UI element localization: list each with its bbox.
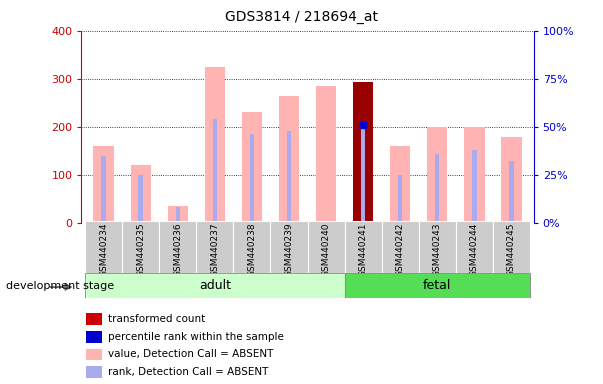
Bar [501,137,522,223]
Bar [308,221,344,273]
Text: GSM440238: GSM440238 [247,222,256,277]
Text: GSM440242: GSM440242 [396,222,405,277]
Text: GSM440245: GSM440245 [507,222,516,277]
Bar [233,221,271,273]
Bar [353,82,373,223]
Bar [86,366,102,378]
Bar [86,331,102,343]
Bar [159,221,197,273]
Bar [86,313,102,325]
Text: GSM440236: GSM440236 [173,222,182,277]
Bar [197,221,233,273]
Text: GSM440240: GSM440240 [321,222,330,277]
Text: rank, Detection Call = ABSENT: rank, Detection Call = ABSENT [108,367,268,377]
Text: transformed count: transformed count [108,314,205,324]
Bar [390,146,411,223]
Text: development stage: development stage [6,281,114,291]
Bar [139,175,143,223]
Bar [509,161,514,223]
Bar [418,221,456,273]
Text: percentile rank within the sample: percentile rank within the sample [108,332,284,342]
Text: GSM440235: GSM440235 [136,222,145,277]
Bar [344,273,530,298]
Bar [204,67,225,223]
Text: GSM440241: GSM440241 [359,222,368,277]
Bar [168,206,188,223]
Bar [101,156,106,223]
Bar [316,86,336,223]
Text: GSM440243: GSM440243 [433,222,442,277]
Text: GSM440239: GSM440239 [285,222,294,277]
Bar [382,221,418,273]
Text: fetal: fetal [423,279,452,291]
Bar [456,221,493,273]
Text: GSM440234: GSM440234 [99,222,108,277]
Text: GDS3814 / 218694_at: GDS3814 / 218694_at [225,10,378,23]
Bar [85,273,344,298]
Bar [86,349,102,360]
Bar [344,221,382,273]
Bar [93,146,114,223]
Bar [427,127,447,223]
Bar [130,165,151,223]
Bar [435,154,440,223]
Bar [361,125,365,223]
Bar [493,221,530,273]
Text: GSM440237: GSM440237 [210,222,219,277]
Bar [213,119,217,223]
Bar [250,134,254,223]
Bar [279,96,299,223]
Bar [464,127,485,223]
Bar [85,221,122,273]
Bar [122,221,159,273]
Text: adult: adult [199,279,231,291]
Text: value, Detection Call = ABSENT: value, Detection Call = ABSENT [108,349,273,359]
Bar [287,131,291,223]
Text: GSM440244: GSM440244 [470,222,479,277]
Bar [175,207,180,223]
Bar [398,175,402,223]
Bar [271,221,308,273]
Bar [242,113,262,223]
Bar [472,150,476,223]
